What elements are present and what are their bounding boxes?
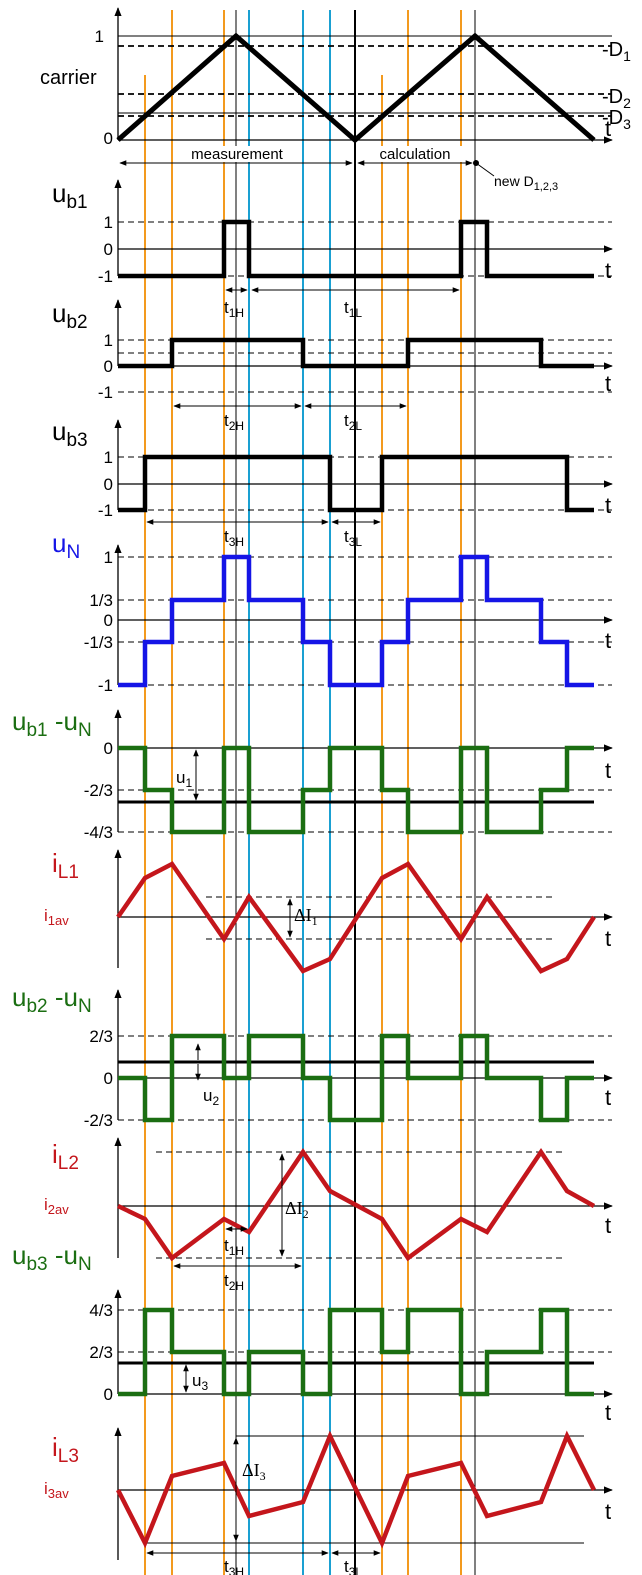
ub1un-tick-m23: -2/3	[84, 781, 113, 800]
u1-label: u1	[176, 768, 192, 790]
il3-label: iL3	[52, 1432, 79, 1467]
ub2un-waveform	[118, 1033, 594, 1123]
carrier-panel: 1 0 carrier t -D1 -D2 -D3 measurement ca…	[40, 7, 631, 193]
il1-label: iL1	[52, 848, 79, 883]
ub2un-tick-m23: -2/3	[84, 1111, 113, 1130]
carrier-t-label: t	[605, 116, 611, 141]
t2l-label: t2L	[344, 411, 362, 433]
calculation-bg	[370, 146, 462, 162]
di3-label: ΔI3	[242, 1460, 266, 1483]
carrier-title: carrier	[40, 67, 97, 89]
un-tick-13: 1/3	[89, 591, 113, 610]
d1-label: -D1	[602, 39, 631, 64]
ub1-t-label: t	[605, 258, 611, 283]
il2-t-label: t	[605, 1213, 611, 1238]
ub1un-label: ub1 -uN	[12, 706, 92, 741]
i3av-label: i3av	[44, 1479, 69, 1501]
t3h-label: t3H	[224, 527, 244, 549]
ub3un-label: ub3 -uN	[12, 1240, 92, 1275]
ub3un-tick-0: 0	[104, 1385, 113, 1404]
il3-t-label: t	[605, 1499, 611, 1524]
t3h-2-label: t3H	[224, 1557, 244, 1575]
ub1un-tick-m43: -4/3	[84, 823, 113, 842]
il2-label: iL2	[52, 1139, 79, 1174]
t3l-label: t3L	[344, 527, 362, 549]
ub1-tick-1: 1	[104, 213, 113, 232]
un-label: uN	[52, 528, 80, 563]
carrier-tick-1: 1	[95, 27, 104, 46]
calculation-label: calculation	[380, 146, 451, 163]
un-waveform	[118, 554, 594, 688]
ub3-label: ub3	[52, 416, 88, 451]
time-markers	[144, 10, 476, 1575]
carrier-tick-0: 0	[104, 129, 113, 148]
ub2-un-panel: u2 2/3 0 -2/3 ub2 -uN t	[12, 982, 613, 1130]
un-tick-0: 0	[104, 611, 113, 630]
il2-waveform	[117, 1147, 596, 1262]
un-tick-1: 1	[104, 548, 113, 567]
ub2-tick-1: 1	[104, 331, 113, 350]
di2-label: ΔI2	[285, 1198, 309, 1221]
il2-panel: ΔI2 t1H t2H iL2 i2av t	[44, 1137, 613, 1293]
il3-waveform	[115, 1430, 597, 1549]
ub2-tick-m1: -1	[98, 383, 113, 402]
ub3-tick-0: 0	[104, 475, 113, 494]
un-tick-m13: -1/3	[84, 633, 113, 652]
ub3un-tick-43: 4/3	[89, 1301, 113, 1320]
ub1-tick-m1: -1	[98, 267, 113, 286]
u3-label: u3	[192, 1371, 208, 1393]
ub1-label: ub1	[52, 178, 88, 213]
ub1-panel: 1 0 -1 ub1 t t1H t1L	[52, 178, 613, 320]
un-tick-m1: -1	[98, 676, 113, 695]
ub3-tick-1: 1	[104, 448, 113, 467]
ub3un-t-label: t	[605, 1400, 611, 1425]
ub2-label: ub2	[52, 298, 88, 333]
cyan-markers	[248, 10, 331, 1575]
il1-t-label: t	[605, 926, 611, 951]
i2av-label: i2av	[44, 1195, 69, 1217]
t1h-2-label: t1H	[224, 1236, 244, 1258]
ub1un-waveform	[118, 745, 594, 835]
ub1un-tick-0: 0	[104, 739, 113, 758]
carrier-waveform	[116, 32, 596, 144]
t3l-2-label: t3L	[344, 1557, 362, 1575]
il1-panel: ΔI1 iL1 i1av t	[44, 848, 613, 974]
ub2-waveform	[118, 337, 594, 369]
t1h-label: t1H	[224, 298, 244, 320]
ub2-t-label: t	[605, 371, 611, 396]
new-d-leader	[475, 162, 495, 177]
new-d-label: new D1,2,3	[494, 173, 558, 193]
u2-label: u2	[203, 1086, 219, 1108]
ub3un-tick-23: 2/3	[89, 1343, 113, 1362]
ub1-tick-0: 0	[104, 240, 113, 259]
ub2un-label: ub2 -uN	[12, 982, 92, 1017]
t2h-label: t2H	[224, 411, 244, 433]
ub3-tick-m1: -1	[98, 501, 113, 520]
ub2-panel: 1 0 -1 ub2 t t2H t2L	[52, 298, 613, 433]
ub2un-tick-23: 2/3	[89, 1027, 113, 1046]
ub2un-t-label: t	[605, 1085, 611, 1110]
ub3-waveform	[118, 454, 594, 513]
il3-panel: ΔI3 t3H t3L iL3 i3av t	[44, 1427, 613, 1575]
i1av-label: i1av	[44, 906, 69, 928]
black-markers	[235, 10, 476, 1575]
un-t-label: t	[605, 628, 611, 653]
t1l-label: t1L	[344, 298, 362, 320]
ub1un-t-label: t	[605, 758, 611, 783]
ub3-panel: 1 0 -1 ub3 t t3H t3L	[52, 416, 613, 549]
ub1-un-panel: u1 0 -2/3 -4/3 ub1 -uN t	[12, 706, 613, 842]
di1-label: ΔI1	[294, 905, 318, 928]
un-panel: 1 1/3 0 -1/3 -1 uN t	[52, 528, 613, 695]
ub2un-tick-0: 0	[104, 1069, 113, 1088]
ub1-waveform	[118, 219, 594, 279]
ub3-un-panel: u3 4/3 2/3 0 ub3 -uN t	[12, 1240, 613, 1425]
ub3-t-label: t	[605, 493, 611, 518]
ub2-tick-0: 0	[104, 357, 113, 376]
measurement-bg	[178, 146, 298, 162]
measurement-label: measurement	[191, 146, 284, 163]
il1-waveform	[116, 861, 596, 974]
t2h-2-label: t2H	[224, 1271, 244, 1293]
ub3un-waveform	[118, 1307, 594, 1397]
